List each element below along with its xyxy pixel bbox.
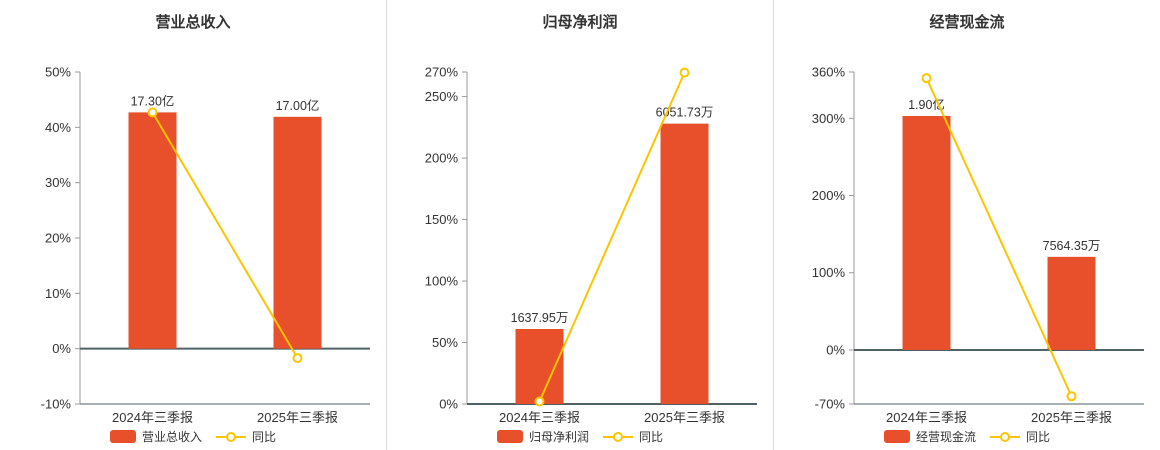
bar-value-label: 7564.35万: [1043, 239, 1101, 253]
y-tick-label: 200%: [425, 151, 459, 166]
legend-label-net-profit: 归母净利润: [528, 430, 589, 444]
legend-item-revenue-bar[interactable]: 营业总收入: [109, 428, 202, 445]
bar: [128, 112, 177, 349]
y-tick-label: 100%: [812, 265, 846, 280]
yoy-line-marker: [534, 396, 545, 407]
bar-value-label: 17.30亿: [131, 93, 175, 108]
y-tick-label: 270%: [425, 65, 459, 80]
bar: [902, 116, 951, 350]
y-tick-label: 150%: [425, 212, 459, 227]
x-axis-label: 2025年三季报: [644, 410, 725, 425]
y-tick-label: 250%: [425, 89, 459, 104]
y-tick-label: 0%: [52, 341, 71, 356]
y-tick-label: 200%: [812, 188, 846, 203]
chart-title-net-profit: 归母净利润: [542, 14, 618, 31]
x-axis-label: 2024年三季报: [112, 410, 193, 425]
net-profit-chart-plot: 270% 250% 200% 150% 100% 50% 0% 1637.95万 6051.73…: [425, 65, 757, 425]
yoy-line-marker: [147, 107, 158, 118]
x-axis-label: 2025年三季报: [257, 410, 338, 425]
legend-label-revenue: 营业总收入: [141, 430, 202, 444]
chart-title-revenue: 营业总收入: [155, 14, 231, 31]
cash-flow-chart-plot: 360%300%200%100%0%-70%1.90亿7564.35万2024年…: [812, 65, 1144, 425]
y-tick-label: 50%: [432, 335, 458, 350]
bar-value-label: 1637.95万: [511, 311, 569, 325]
y-tick-label: 50%: [45, 65, 71, 80]
net-profit-legend: 归母净利润 同比: [496, 428, 663, 445]
y-tick-label: 40%: [45, 120, 71, 135]
yoy-line-marker: [292, 353, 303, 364]
bar: [515, 328, 564, 404]
legend-label-revenue-yoy: 同比: [252, 430, 277, 444]
legend-item-net-profit-yoy[interactable]: 同比: [603, 428, 663, 445]
legend-label-net-profit-yoy: 同比: [639, 430, 664, 444]
bar: [660, 123, 709, 405]
bar: [273, 116, 322, 349]
y-tick-label: 10%: [45, 286, 71, 301]
revenue-legend: 营业总收入 同比: [109, 428, 276, 445]
yoy-line: [538, 72, 686, 402]
bar: [1047, 256, 1096, 350]
y-tick-label: 360%: [812, 65, 846, 80]
yoy-line-marker: [679, 67, 690, 78]
legend-label-cash-flow-yoy: 同比: [1026, 430, 1051, 444]
yoy-line-marker: [1066, 391, 1077, 402]
x-axis-label: 2025年三季报: [1031, 410, 1112, 425]
yoy-line: [925, 77, 1073, 397]
line-series-swatch-icon: [990, 430, 1020, 443]
y-tick-label: 0%: [826, 342, 845, 357]
line-series-swatch-icon: [603, 430, 633, 443]
chart-title-cash-flow: 经营现金流: [929, 14, 1005, 31]
legend-item-cash-flow-yoy[interactable]: 同比: [990, 428, 1050, 445]
bar-series-swatch-icon: [883, 430, 910, 443]
y-tick-label: 20%: [45, 231, 71, 246]
y-tick-label: -10%: [41, 397, 72, 412]
line-series-swatch-icon: [216, 430, 246, 443]
legend-item-cash-flow-bar[interactable]: 经营现金流: [883, 428, 976, 445]
y-tick-label: 300%: [812, 111, 846, 126]
yoy-line-marker: [921, 73, 932, 84]
bar-value-label: 6051.73万: [656, 106, 714, 120]
cash-flow-legend: 经营现金流 同比: [883, 428, 1050, 445]
x-axis-label: 2024年三季报: [499, 410, 580, 425]
yoy-line: [151, 111, 299, 359]
y-tick-label: -70%: [815, 397, 846, 412]
y-tick-label: 0%: [439, 397, 458, 412]
chart-panel-cash-flow: 经营现金流 360% 300% 200% 100% 0% -70% 1.90亿 7564.35…: [774, 0, 1160, 450]
bar-series-swatch-icon: [496, 430, 523, 443]
chart-panel-revenue: 营业总收入 50% 40% 30% 20% 10% 0% -10% 17.30亿 17.00亿 2…: [0, 0, 387, 450]
chart-panel-net-profit: 归母净利润 270% 250% 200% 150% 100% 50% 0% 1637.95万 6…: [387, 0, 774, 450]
legend-item-net-profit-bar[interactable]: 归母净利润: [496, 428, 589, 445]
legend-label-cash-flow: 经营现金流: [915, 430, 976, 444]
bar-series-swatch-icon: [109, 430, 136, 443]
bar-value-label: 17.00亿: [276, 98, 320, 113]
revenue-chart-plot: 50% 40% 30% 20% 10% 0% -10% 17.30亿 17.00亿 2024年三季…: [41, 65, 370, 425]
legend-item-revenue-yoy[interactable]: 同比: [216, 428, 276, 445]
x-axis-label: 2024年三季报: [886, 410, 967, 425]
y-tick-label: 30%: [45, 175, 71, 190]
y-tick-label: 100%: [425, 274, 459, 289]
